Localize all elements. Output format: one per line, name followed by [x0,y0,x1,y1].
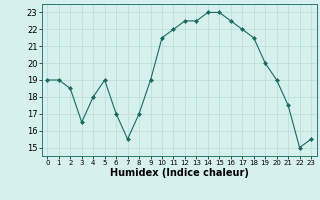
X-axis label: Humidex (Indice chaleur): Humidex (Indice chaleur) [110,168,249,178]
